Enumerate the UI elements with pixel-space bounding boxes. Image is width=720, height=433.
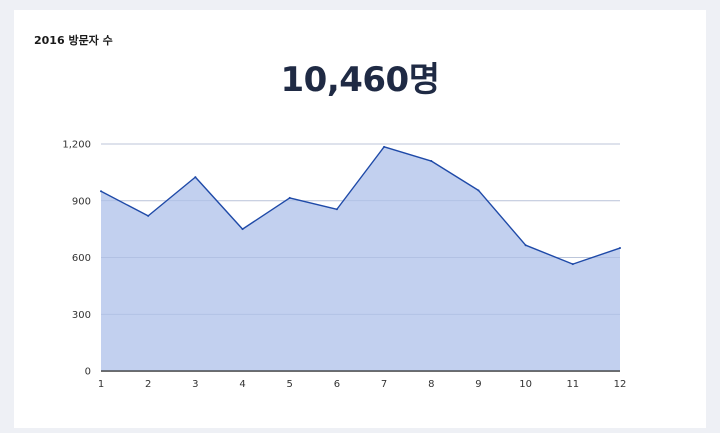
x-tick-label: 9 [475,379,481,390]
x-tick-label: 11 [566,379,579,390]
data-point [100,190,102,193]
visitors-card: 2016 방문자 수 10,460명 0 300 600 900 1,200 1 2 3 4 5 6… [14,10,706,428]
data-point [383,145,386,148]
y-tick-label: 1,200 [62,140,91,151]
x-tick-label: 4 [239,379,245,390]
x-tick-label: 2 [145,379,151,390]
series-line [100,146,621,265]
total-visitors-value: 10,460명 [280,60,440,100]
data-point [619,247,621,250]
x-tick-label: 5 [287,379,293,390]
x-tick-label: 6 [334,379,340,390]
data-point [288,196,291,199]
data-point [571,263,574,266]
x-tick-label: 12 [614,379,627,390]
x-tick-label: 3 [192,379,198,390]
x-tick-label: 1 [98,379,104,390]
data-point [524,244,527,247]
data-point [477,189,480,192]
data-point [335,208,338,211]
y-tick-label: 600 [72,253,91,264]
data-point [241,228,244,231]
card-title: 2016 방문자 수 [34,34,113,47]
data-point [194,176,197,179]
y-tick-label: 300 [72,310,91,321]
x-tick-label: 10 [519,379,532,390]
data-point [430,160,433,163]
data-point [147,214,150,217]
x-tick-label: 7 [381,379,387,390]
x-tick-label: 8 [428,379,434,390]
y-tick-label: 900 [72,196,91,207]
series-area-fill [101,146,620,371]
y-tick-label: 0 [85,367,91,378]
